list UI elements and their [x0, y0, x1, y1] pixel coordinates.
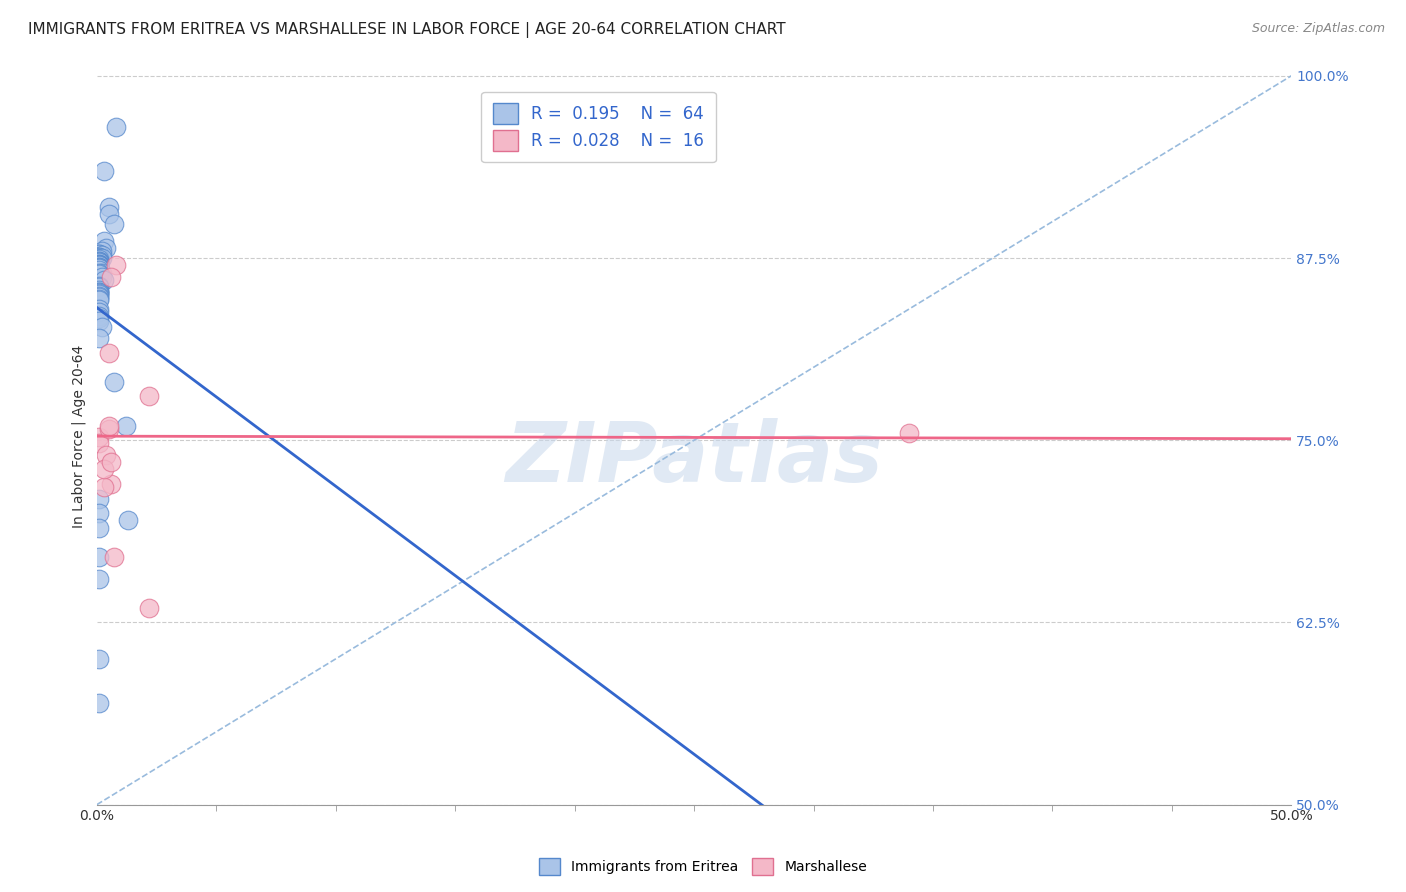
- Point: [90, 269, 112, 284]
- Point: [89, 331, 111, 345]
- Point: [89, 436, 111, 450]
- Point: [89, 285, 111, 300]
- Point: [89, 252, 111, 267]
- Point: [138, 389, 160, 403]
- Legend: Immigrants from Eritrea, Marshallese: Immigrants from Eritrea, Marshallese: [533, 853, 873, 880]
- Point: [89, 261, 111, 276]
- Point: [103, 549, 125, 564]
- Point: [89, 290, 111, 304]
- Point: [89, 287, 111, 301]
- Point: [97, 418, 120, 433]
- Point: [90, 251, 112, 265]
- Point: [89, 254, 111, 268]
- Point: [89, 491, 111, 506]
- Point: [117, 513, 139, 527]
- Point: [97, 345, 120, 359]
- Point: [93, 163, 115, 178]
- Point: [93, 480, 115, 494]
- Point: [114, 418, 136, 433]
- Point: [89, 430, 111, 444]
- Point: [104, 120, 127, 134]
- Point: [89, 293, 111, 308]
- Point: [89, 258, 111, 272]
- Point: [103, 375, 125, 389]
- Point: [104, 258, 127, 272]
- Point: [138, 600, 160, 615]
- Point: [96, 241, 118, 255]
- Point: [93, 462, 115, 476]
- Point: [89, 254, 111, 268]
- Point: [89, 696, 111, 710]
- Point: [89, 246, 111, 260]
- Point: [89, 258, 111, 272]
- Point: [90, 319, 112, 334]
- Point: [89, 250, 111, 264]
- Point: [89, 285, 111, 299]
- Point: [89, 549, 111, 564]
- Legend: R =  0.195    N =  64, R =  0.028    N =  16: R = 0.195 N = 64, R = 0.028 N = 16: [481, 92, 716, 162]
- Point: [89, 314, 111, 328]
- Point: [97, 421, 120, 435]
- Point: [89, 258, 111, 272]
- Point: [89, 260, 111, 274]
- Point: [90, 248, 112, 262]
- Point: [89, 310, 111, 325]
- Point: [89, 278, 111, 293]
- Point: [89, 285, 111, 299]
- Point: [89, 267, 111, 281]
- Point: [89, 257, 111, 271]
- Point: [96, 448, 118, 462]
- Y-axis label: In Labor Force | Age 20-64: In Labor Force | Age 20-64: [72, 345, 86, 528]
- Point: [89, 292, 111, 306]
- Text: IMMIGRANTS FROM ERITREA VS MARSHALLESE IN LABOR FORCE | AGE 20-64 CORRELATION CH: IMMIGRANTS FROM ERITREA VS MARSHALLESE I…: [28, 22, 786, 38]
- Point: [89, 262, 111, 277]
- Text: ZIPatlas: ZIPatlas: [505, 418, 883, 500]
- Point: [89, 652, 111, 666]
- Text: Source: ZipAtlas.com: Source: ZipAtlas.com: [1251, 22, 1385, 36]
- Point: [89, 251, 111, 265]
- Point: [89, 280, 111, 294]
- Point: [89, 301, 111, 316]
- Point: [100, 455, 122, 469]
- Point: [898, 425, 921, 440]
- Point: [90, 244, 112, 258]
- Point: [103, 218, 125, 232]
- Point: [89, 572, 111, 586]
- Point: [89, 260, 111, 274]
- Point: [89, 257, 111, 271]
- Point: [89, 255, 111, 269]
- Point: [89, 506, 111, 520]
- Point: [97, 200, 120, 214]
- Point: [90, 266, 112, 280]
- Point: [89, 289, 111, 303]
- Point: [89, 266, 111, 280]
- Point: [89, 521, 111, 535]
- Point: [89, 246, 111, 260]
- Point: [97, 207, 120, 221]
- Point: [89, 283, 111, 297]
- Point: [89, 250, 111, 264]
- Point: [89, 258, 111, 272]
- Point: [89, 310, 111, 324]
- Point: [93, 234, 115, 248]
- Point: [100, 477, 122, 491]
- Point: [100, 269, 122, 284]
- Point: [93, 273, 115, 287]
- Point: [89, 305, 111, 319]
- Point: [89, 255, 111, 269]
- Point: [89, 261, 111, 276]
